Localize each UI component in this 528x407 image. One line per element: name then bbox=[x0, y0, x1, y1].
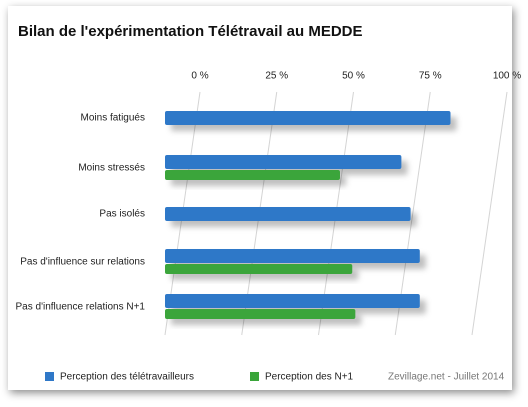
y-tick-label: Moins fatigués bbox=[81, 113, 145, 124]
grid-line bbox=[471, 91, 508, 336]
x-tick-label: 25 % bbox=[265, 71, 288, 82]
source-note: Zevillage.net - Juillet 2014 bbox=[388, 372, 505, 383]
bar bbox=[165, 294, 420, 308]
x-tick-label: 75 % bbox=[419, 71, 442, 82]
x-tick-label: 100 % bbox=[493, 71, 521, 82]
bar bbox=[165, 111, 451, 125]
bar bbox=[165, 264, 353, 274]
legend-swatch bbox=[250, 372, 259, 381]
y-tick-label: Pas isolés bbox=[99, 209, 145, 220]
bar bbox=[165, 207, 411, 221]
bar bbox=[165, 309, 356, 319]
y-tick-label: Moins stressés bbox=[78, 163, 145, 174]
chart-frame bbox=[8, 6, 512, 390]
legend-swatch bbox=[45, 372, 54, 381]
bar bbox=[165, 155, 402, 169]
y-tick-label: Pas d'influence relations N+1 bbox=[16, 302, 146, 313]
x-tick-label: 0 % bbox=[191, 71, 208, 82]
x-tick-label: 50 % bbox=[342, 71, 365, 82]
legend-label: Perception des télétravailleurs bbox=[60, 372, 194, 383]
chart-title: Bilan de l'expérimentation Télétravail a… bbox=[18, 23, 363, 40]
legend-label: Perception des N+1 bbox=[265, 372, 354, 383]
bar bbox=[165, 170, 340, 180]
bar bbox=[165, 249, 420, 263]
y-tick-label: Pas d'influence sur relations bbox=[20, 257, 145, 268]
